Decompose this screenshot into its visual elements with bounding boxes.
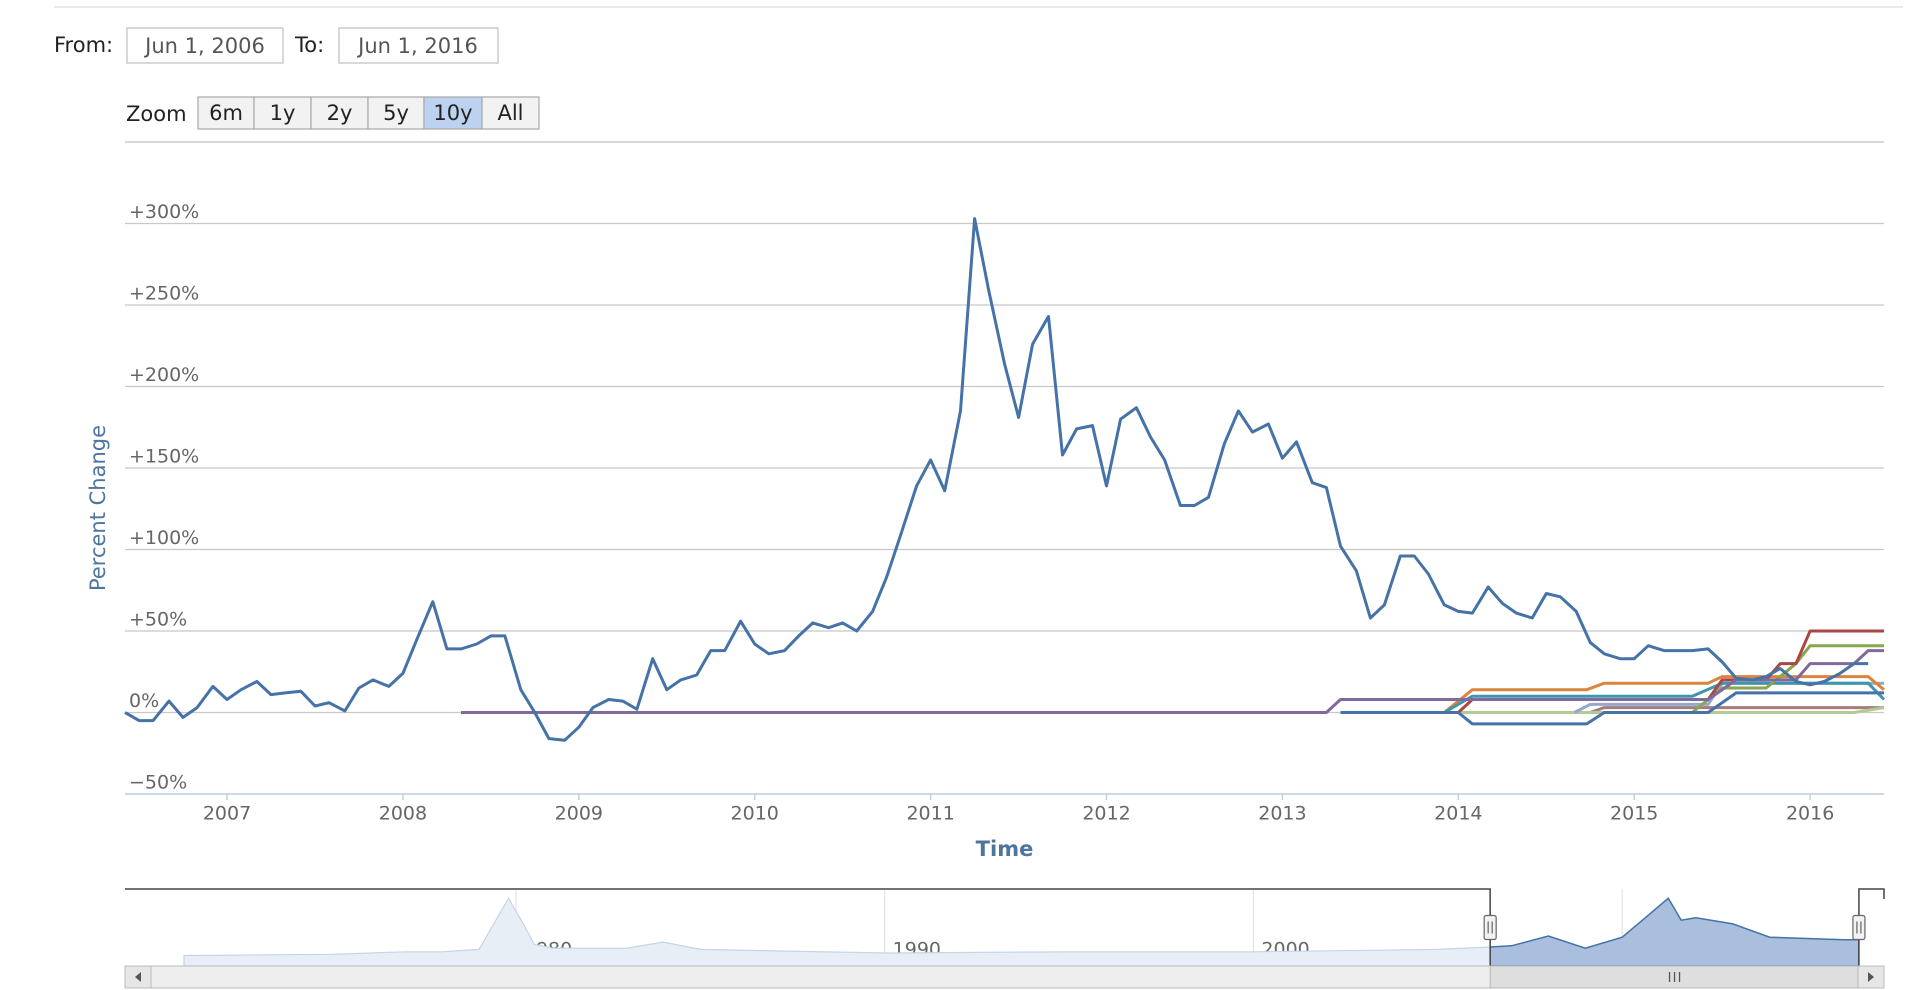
x-tick-label: 2013 bbox=[1258, 803, 1306, 825]
x-tick-label: 2014 bbox=[1434, 803, 1482, 825]
series-line bbox=[1589, 706, 1884, 714]
series-line bbox=[1340, 691, 1884, 726]
zoom-button-label[interactable]: 10y bbox=[433, 101, 472, 125]
scrollbar-left-arrow bbox=[135, 972, 141, 982]
zoom-button-label[interactable]: 6m bbox=[209, 101, 243, 125]
navigator-area-selected bbox=[1490, 897, 1859, 966]
scrollbar-grip bbox=[1668, 972, 1681, 982]
from-input[interactable] bbox=[126, 27, 284, 64]
zoom-button-label[interactable]: 1y bbox=[270, 101, 296, 125]
series-line bbox=[124, 217, 1869, 742]
from-label: From: bbox=[54, 33, 113, 57]
from-date[interactable]: Jun 1, 2006 bbox=[143, 34, 265, 58]
y-tick-label: +200% bbox=[129, 364, 199, 386]
zoom-button[interactable] bbox=[481, 96, 540, 130]
x-tick-label: 2015 bbox=[1610, 803, 1658, 825]
y-tick-label: 0% bbox=[129, 690, 159, 712]
x-axis-title: Time bbox=[976, 837, 1034, 861]
zoom-label: Zoom bbox=[126, 102, 187, 126]
x-tick-label: 2009 bbox=[555, 803, 603, 825]
series-line bbox=[1443, 675, 1885, 714]
y-tick-label: −50% bbox=[129, 772, 187, 794]
x-tick-label: 2012 bbox=[1082, 803, 1130, 825]
y-tick-label: +250% bbox=[129, 283, 199, 305]
zoom-button-label[interactable]: 2y bbox=[327, 101, 353, 125]
zoom-button-label[interactable]: All bbox=[497, 101, 523, 125]
scrollbar-right-arrow bbox=[1868, 972, 1874, 982]
y-tick-label: +100% bbox=[129, 527, 199, 549]
navigator-handle[interactable] bbox=[1483, 914, 1497, 941]
to-label: To: bbox=[294, 33, 324, 57]
y-tick-label: +50% bbox=[129, 609, 187, 631]
zoom-button[interactable] bbox=[197, 96, 255, 130]
to-input[interactable] bbox=[338, 27, 499, 64]
handle-grip bbox=[1856, 921, 1862, 934]
y-tick-label: +150% bbox=[129, 446, 199, 468]
x-tick-label: 2011 bbox=[906, 803, 954, 825]
x-tick-label: 2008 bbox=[379, 803, 427, 825]
y-axis-title: Percent Change bbox=[86, 425, 110, 591]
handle-grip bbox=[1487, 921, 1493, 934]
x-tick-label: 2010 bbox=[731, 803, 779, 825]
x-tick-label: 2007 bbox=[203, 803, 251, 825]
series-line bbox=[1340, 706, 1885, 714]
series-line bbox=[461, 649, 1884, 714]
navigator-handle[interactable] bbox=[1852, 914, 1866, 941]
zoom-button-label[interactable]: 5y bbox=[383, 101, 409, 125]
to-date[interactable]: Jun 1, 2016 bbox=[356, 34, 478, 58]
x-tick-label: 2016 bbox=[1786, 803, 1834, 825]
y-tick-label: +300% bbox=[129, 201, 199, 223]
